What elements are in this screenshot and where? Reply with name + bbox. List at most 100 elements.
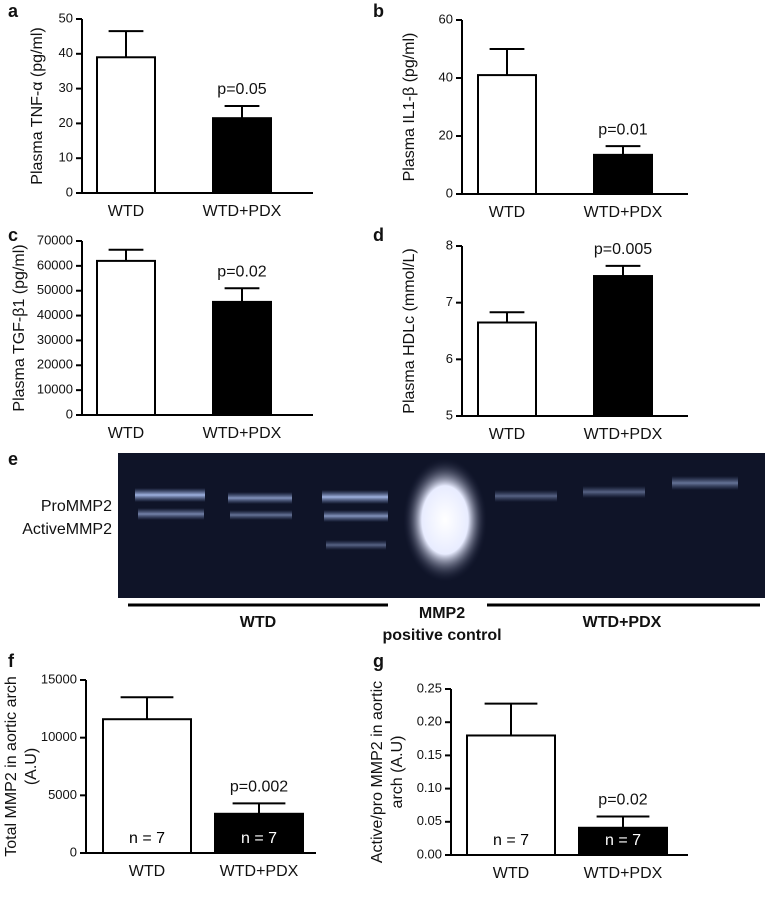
y-tick-label: 10000 xyxy=(41,729,77,744)
y-tick-label: 0 xyxy=(446,185,453,200)
y-tick-label: 0 xyxy=(66,184,73,199)
y-tick-label: 15000 xyxy=(41,671,77,686)
p-value: p=0.002 xyxy=(230,779,288,796)
bar xyxy=(593,275,653,417)
y-tick-label: 0.00 xyxy=(417,846,442,861)
y-tick-label: 0.10 xyxy=(417,780,442,795)
bar xyxy=(102,718,192,854)
bar xyxy=(214,812,304,855)
y-tick-label: 8 xyxy=(446,237,453,252)
y-tick-label: 0.15 xyxy=(417,747,442,762)
n-label: n = 7 xyxy=(493,832,529,849)
panel-letter: d xyxy=(373,225,384,245)
bar xyxy=(96,56,156,194)
y-axis-label: Plasma TNF-α (pg/ml) xyxy=(29,27,46,184)
y-tick-label: 40 xyxy=(59,45,73,60)
y-axis-label: Plasma IL1-β (pg/ml) xyxy=(401,33,418,182)
y-axis-label: Total MMP2 in aortic arch xyxy=(3,676,20,857)
panel-letter: b xyxy=(373,1,384,21)
group-label: WTD xyxy=(240,614,276,631)
panel-letter: c xyxy=(8,225,18,245)
y-tick-label: 50000 xyxy=(37,282,73,297)
n-label: n = 7 xyxy=(605,832,641,849)
panel-letter: g xyxy=(373,651,384,671)
y-tick-label: 40000 xyxy=(37,307,73,322)
gel-band xyxy=(583,486,645,498)
y-tick-label: 40 xyxy=(439,69,453,84)
y-tick-label: 6 xyxy=(446,351,453,366)
n-label: n = 7 xyxy=(129,830,165,847)
x-tick-label: WTD+PDX xyxy=(203,203,282,220)
group-label: positive control xyxy=(382,627,501,644)
y-tick-label: 20 xyxy=(439,127,453,142)
gel-band xyxy=(403,458,487,582)
gel-band xyxy=(322,490,388,504)
gel-band xyxy=(326,540,386,550)
y-tick-label: 50 xyxy=(59,10,73,25)
y-tick-label: 60000 xyxy=(37,257,73,272)
p-value: p=0.02 xyxy=(598,792,647,809)
bar xyxy=(212,300,272,416)
y-tick-label: 30 xyxy=(59,80,73,95)
y-tick-label: 7 xyxy=(446,294,453,309)
x-tick-label: WTD xyxy=(129,863,165,880)
x-tick-label: WTD xyxy=(108,425,144,442)
y-tick-label: 5 xyxy=(446,407,453,422)
y-axis-label: arch (A.U) xyxy=(389,736,406,809)
gel-band xyxy=(495,490,557,502)
gel-band xyxy=(672,476,738,490)
x-tick-label: WTD+PDX xyxy=(584,865,663,882)
y-tick-label: 0 xyxy=(66,406,73,421)
y-axis-label: (A.U) xyxy=(23,748,40,785)
x-tick-label: WTD xyxy=(489,426,525,443)
bar xyxy=(96,259,156,416)
y-tick-label: 0 xyxy=(70,844,77,859)
bar xyxy=(212,117,272,194)
y-axis-label: Active/pro MMP2 in aortic xyxy=(369,681,386,863)
y-tick-label: 0.25 xyxy=(417,680,442,695)
x-tick-label: WTD xyxy=(108,203,144,220)
y-tick-label: 60 xyxy=(439,11,453,26)
bar xyxy=(593,153,653,196)
y-axis-label: Plasma TGF-β1 (pg/ml) xyxy=(11,244,28,411)
gel-band xyxy=(230,510,292,520)
x-tick-label: WTD xyxy=(489,204,525,221)
p-value: p=0.05 xyxy=(217,81,266,98)
y-tick-label: 0.20 xyxy=(417,714,442,729)
panel-letter: a xyxy=(8,1,19,21)
x-tick-label: WTD+PDX xyxy=(220,863,299,880)
gel-band xyxy=(228,492,292,504)
y-tick-label: 5000 xyxy=(48,787,77,802)
gel-band xyxy=(324,510,388,522)
band-label: ActiveMMP2 xyxy=(22,521,112,538)
x-tick-label: WTD+PDX xyxy=(203,425,282,442)
panel-letter: f xyxy=(8,651,15,671)
y-tick-label: 20 xyxy=(59,115,73,130)
bar xyxy=(466,734,556,856)
group-label: MMP2 xyxy=(419,605,465,622)
y-tick-label: 10 xyxy=(59,150,73,165)
p-value: p=0.005 xyxy=(594,241,652,258)
x-tick-label: WTD+PDX xyxy=(584,426,663,443)
band-label: ProMMP2 xyxy=(41,498,112,515)
x-tick-label: WTD xyxy=(493,865,529,882)
p-value: p=0.02 xyxy=(217,263,266,280)
bar xyxy=(477,74,537,195)
y-tick-label: 0.05 xyxy=(417,813,442,828)
panel-letter: e xyxy=(8,449,18,469)
y-tick-label: 30000 xyxy=(37,332,73,347)
gel-panel: e ProMMP2 ActiveMMP2 WTD MMP2 positive c… xyxy=(8,449,765,644)
y-tick-label: 10000 xyxy=(37,382,73,397)
x-tick-label: WTD+PDX xyxy=(584,204,663,221)
group-label: WTD+PDX xyxy=(583,614,662,631)
gel-band xyxy=(135,488,205,502)
gel-band xyxy=(138,508,204,520)
p-value: p=0.01 xyxy=(598,121,647,138)
bar xyxy=(477,321,537,417)
n-label: n = 7 xyxy=(241,830,277,847)
y-tick-label: 20000 xyxy=(37,357,73,372)
y-tick-label: 70000 xyxy=(37,232,73,247)
bar xyxy=(578,826,668,857)
y-axis-label: Plasma HDLc (mmol/L) xyxy=(401,248,418,413)
